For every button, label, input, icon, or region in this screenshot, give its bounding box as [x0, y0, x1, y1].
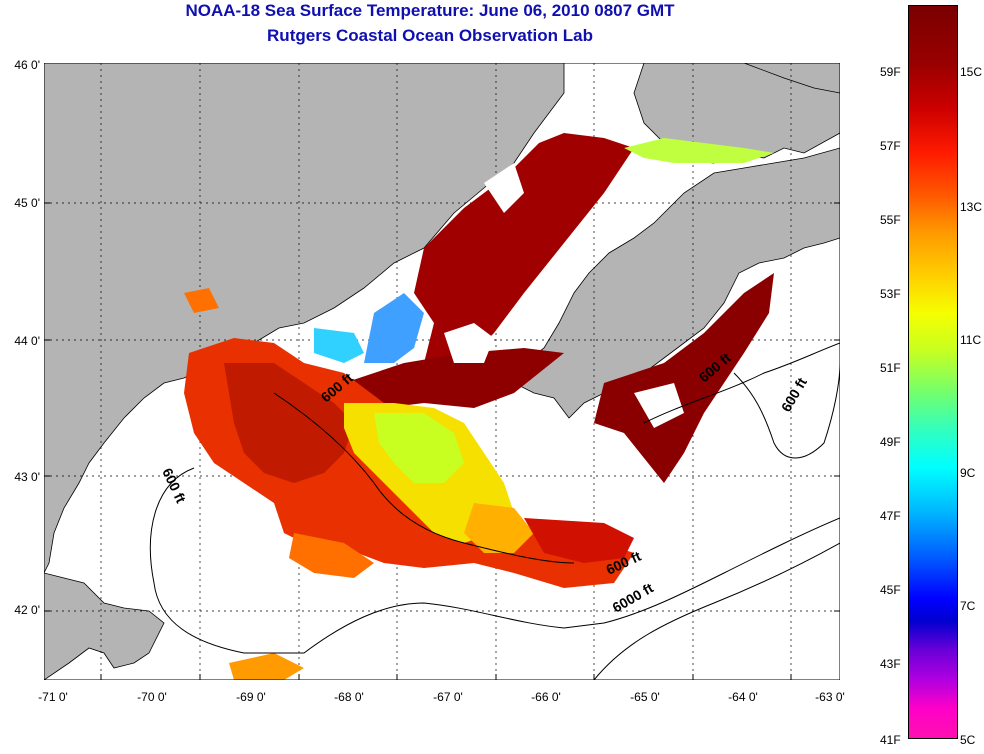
colorbar-f-label: 49F [880, 435, 901, 449]
map-title: NOAA-18 Sea Surface Temperature: June 06… [185, 1, 675, 20]
colorbar-f-label: 41F [880, 733, 901, 747]
lat-tick-label: 44 0' [14, 334, 40, 348]
colorbar-c-label: 15C [960, 65, 983, 79]
land [44, 63, 840, 680]
sst-map[interactable]: 600 ft 600 ft 600 ft 600 ft 600 ft 6000 … [44, 63, 840, 680]
lon-tick-label: -71 0' [38, 690, 68, 704]
colorbar-c-label: 11C [960, 333, 982, 347]
colorbar-f-label: 57F [880, 139, 901, 153]
colorbar-f-label: 55F [880, 213, 901, 227]
sst-data [184, 133, 774, 680]
map-subtitle: Rutgers Coastal Ocean Observation Lab [267, 26, 593, 45]
lon-tick-label: -63 0' [815, 690, 845, 704]
colorbar-f-label: 51F [880, 361, 901, 375]
colorbar-c-label: 9C [960, 466, 976, 480]
lon-tick-label: -64 0' [728, 690, 758, 704]
lat-tick-label: 42 0' [14, 603, 40, 617]
lat-tick-label: 45 0' [14, 196, 40, 210]
temperature-colorbar [908, 5, 958, 739]
lat-tick-label: 43 0' [14, 470, 40, 484]
depth-contours [149, 342, 840, 680]
colorbar-f-label: 43F [880, 657, 901, 671]
lon-tick-label: -66 0' [531, 690, 561, 704]
colorbar-f-label: 53F [880, 287, 901, 301]
lon-tick-label: -69 0' [236, 690, 266, 704]
lon-tick-label: -67 0' [433, 690, 463, 704]
colorbar-f-label: 59F [880, 65, 901, 79]
colorbar-f-label: 45F [880, 583, 901, 597]
lon-tick-label: -70 0' [137, 690, 167, 704]
colorbar-f-label: 47F [880, 509, 901, 523]
graticule [44, 63, 840, 680]
border-ticks [44, 202, 840, 680]
colorbar-c-label: 7C [960, 599, 976, 613]
colorbar-c-label: 5C [960, 733, 976, 747]
lat-tick-label: 46 0' [14, 58, 40, 72]
lon-tick-label: -65 0' [630, 690, 660, 704]
lon-tick-label: -68 0' [334, 690, 364, 704]
colorbar-c-label: 13C [960, 200, 983, 214]
